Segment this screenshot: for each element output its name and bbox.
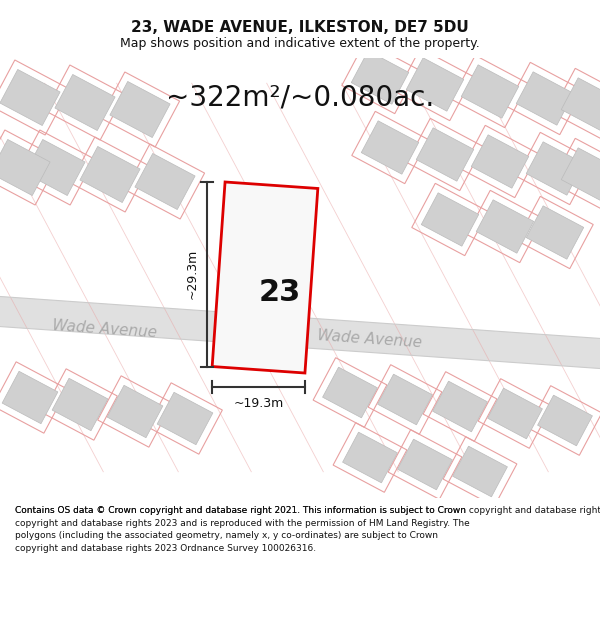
Polygon shape — [433, 381, 487, 432]
Polygon shape — [351, 51, 409, 104]
Text: Map shows position and indicative extent of the property.: Map shows position and indicative extent… — [120, 38, 480, 50]
Polygon shape — [452, 446, 508, 497]
Polygon shape — [135, 154, 195, 209]
Polygon shape — [0, 139, 50, 196]
Polygon shape — [343, 432, 397, 483]
Polygon shape — [538, 395, 592, 446]
Polygon shape — [416, 127, 474, 181]
Polygon shape — [488, 388, 542, 439]
Text: ~29.3m: ~29.3m — [186, 249, 199, 299]
Polygon shape — [55, 74, 115, 131]
Polygon shape — [406, 58, 464, 111]
Polygon shape — [323, 367, 377, 418]
Polygon shape — [516, 72, 574, 125]
Text: Wade Avenue: Wade Avenue — [317, 328, 423, 351]
Polygon shape — [2, 371, 58, 424]
Polygon shape — [361, 121, 419, 174]
Polygon shape — [25, 139, 85, 196]
Text: 23: 23 — [259, 278, 301, 307]
Text: Contains OS data © Crown copyright and database right 2021. This information is : Contains OS data © Crown copyright and d… — [15, 506, 600, 515]
Polygon shape — [0, 69, 60, 126]
Text: 23, WADE AVENUE, ILKESTON, DE7 5DU: 23, WADE AVENUE, ILKESTON, DE7 5DU — [131, 20, 469, 35]
Polygon shape — [398, 439, 452, 490]
Polygon shape — [561, 148, 600, 201]
Polygon shape — [52, 378, 108, 431]
Text: Contains OS data © Crown copyright and database right 2021. This information is : Contains OS data © Crown copyright and d… — [15, 506, 470, 552]
Polygon shape — [526, 142, 584, 195]
Polygon shape — [107, 385, 163, 438]
Polygon shape — [461, 65, 519, 118]
Polygon shape — [0, 295, 600, 370]
Text: ~322m²/~0.080ac.: ~322m²/~0.080ac. — [166, 84, 434, 111]
Polygon shape — [561, 78, 600, 131]
Text: ~19.3m: ~19.3m — [233, 396, 284, 409]
Text: Wade Avenue: Wade Avenue — [52, 318, 158, 341]
Polygon shape — [476, 200, 534, 253]
Polygon shape — [471, 135, 529, 188]
Polygon shape — [212, 182, 318, 373]
Polygon shape — [377, 374, 433, 425]
Polygon shape — [526, 206, 584, 259]
Polygon shape — [157, 392, 213, 445]
Polygon shape — [80, 146, 140, 202]
Polygon shape — [421, 192, 479, 246]
Polygon shape — [110, 81, 170, 138]
